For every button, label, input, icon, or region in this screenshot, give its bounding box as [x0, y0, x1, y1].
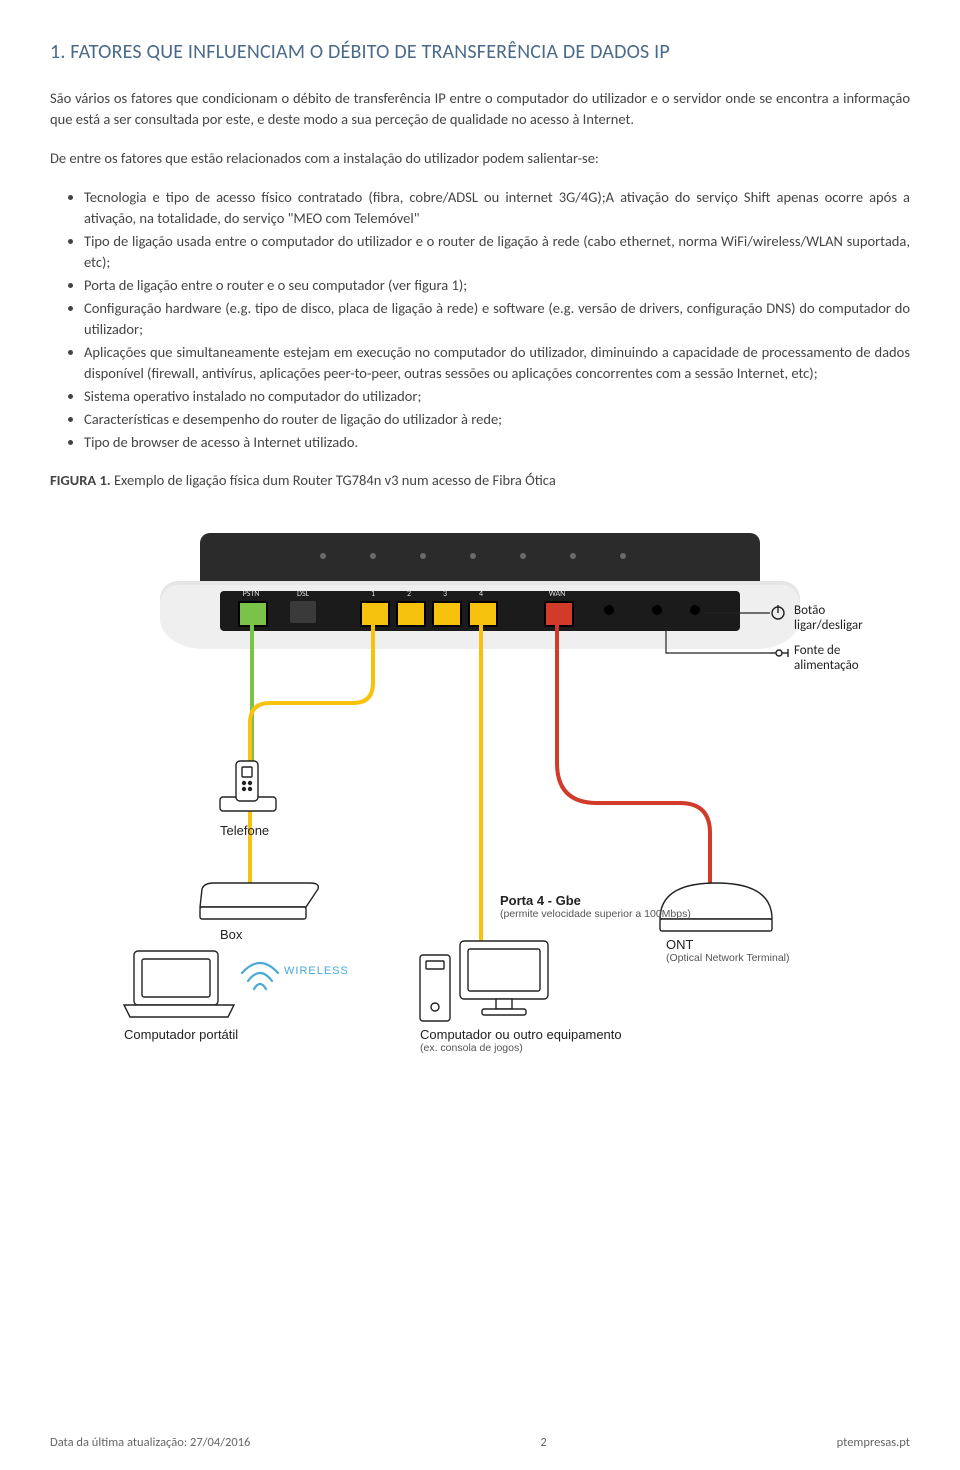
- list-item: Porta de ligação entre o router e o seu …: [84, 275, 910, 296]
- list-item: Tipo de ligação usada entre o computador…: [84, 231, 910, 273]
- label-wireless: WIRELESS: [284, 965, 349, 977]
- label-ont: ONT (Optical Network Terminal): [666, 937, 790, 964]
- page-footer: Data da última atualização: 27/04/2016 2…: [50, 1435, 910, 1450]
- router-top-panel: [200, 533, 760, 585]
- port-pstn: [238, 601, 268, 627]
- list-item: Características e desempenho do router d…: [84, 409, 910, 430]
- intro-paragraph-1: São vários os fatores que condicionam o …: [50, 88, 910, 130]
- label-power-button: Botão ligar/desligar: [794, 603, 863, 633]
- port-label: WAN: [544, 589, 570, 599]
- label-box: Box: [220, 927, 242, 942]
- router-diagram: PSTN DSL 1 2 3 4 WAN: [100, 503, 860, 1063]
- label-pc: Computador ou outro equipamento (ex. con…: [420, 1027, 622, 1054]
- label-pc-title: Computador ou outro equipamento: [420, 1027, 622, 1042]
- label-ont-title: ONT: [666, 937, 693, 952]
- port-label: DSL: [290, 589, 316, 599]
- port-label: PSTN: [238, 589, 264, 599]
- port-lan-2: [396, 601, 426, 627]
- port-lan-3: [432, 601, 462, 627]
- label-porta4-sub: (permite velocidade superior a 100Mbps): [500, 908, 691, 920]
- footer-page: 2: [540, 1435, 546, 1450]
- label-psu: Fonte de alimentação: [794, 643, 860, 673]
- figure-caption-bold: FIGURA 1.: [50, 471, 111, 489]
- list-item: Aplicações que simultaneamente estejam e…: [84, 342, 910, 384]
- figure-caption: FIGURA 1. Exemplo de ligação física dum …: [50, 471, 910, 489]
- factors-list: Tecnologia e tipo de acesso físico contr…: [50, 187, 910, 453]
- list-item: Sistema operativo instalado no computado…: [84, 386, 910, 407]
- figure-caption-text: Exemplo de ligação física dum Router TG7…: [111, 471, 556, 489]
- list-item: Tipo de browser de acesso à Internet uti…: [84, 432, 910, 453]
- port-label: 1: [360, 589, 386, 599]
- label-telefone: Telefone: [220, 823, 269, 838]
- page-title: 1. FATORES QUE INFLUENCIAM O DÉBITO DE T…: [50, 40, 910, 64]
- footer-date: Data da última atualização: 27/04/2016: [50, 1435, 250, 1450]
- port-dsl: [290, 601, 316, 623]
- port-lan-4: [468, 601, 498, 627]
- router-device: PSTN DSL 1 2 3 4 WAN: [160, 533, 800, 663]
- port-label: 4: [468, 589, 494, 599]
- label-ont-sub: (Optical Network Terminal): [666, 952, 790, 964]
- port-wan: [544, 601, 574, 627]
- port-label: 3: [432, 589, 458, 599]
- footer-domain: ptempresas.pt: [837, 1435, 910, 1450]
- label-porta4: Porta 4 - Gbe (permite velocidade superi…: [500, 893, 691, 920]
- intro-paragraph-2: De entre os fatores que estão relacionad…: [50, 148, 910, 169]
- label-porta4-title: Porta 4 - Gbe: [500, 893, 581, 908]
- label-laptop: Computador portátil: [124, 1027, 238, 1042]
- list-item: Configuração hardware (e.g. tipo de disc…: [84, 298, 910, 340]
- port-lan-1: [360, 601, 390, 627]
- port-label: 2: [396, 589, 422, 599]
- list-item: Tecnologia e tipo de acesso físico contr…: [84, 187, 910, 229]
- label-pc-sub: (ex. consola de jogos): [420, 1042, 622, 1054]
